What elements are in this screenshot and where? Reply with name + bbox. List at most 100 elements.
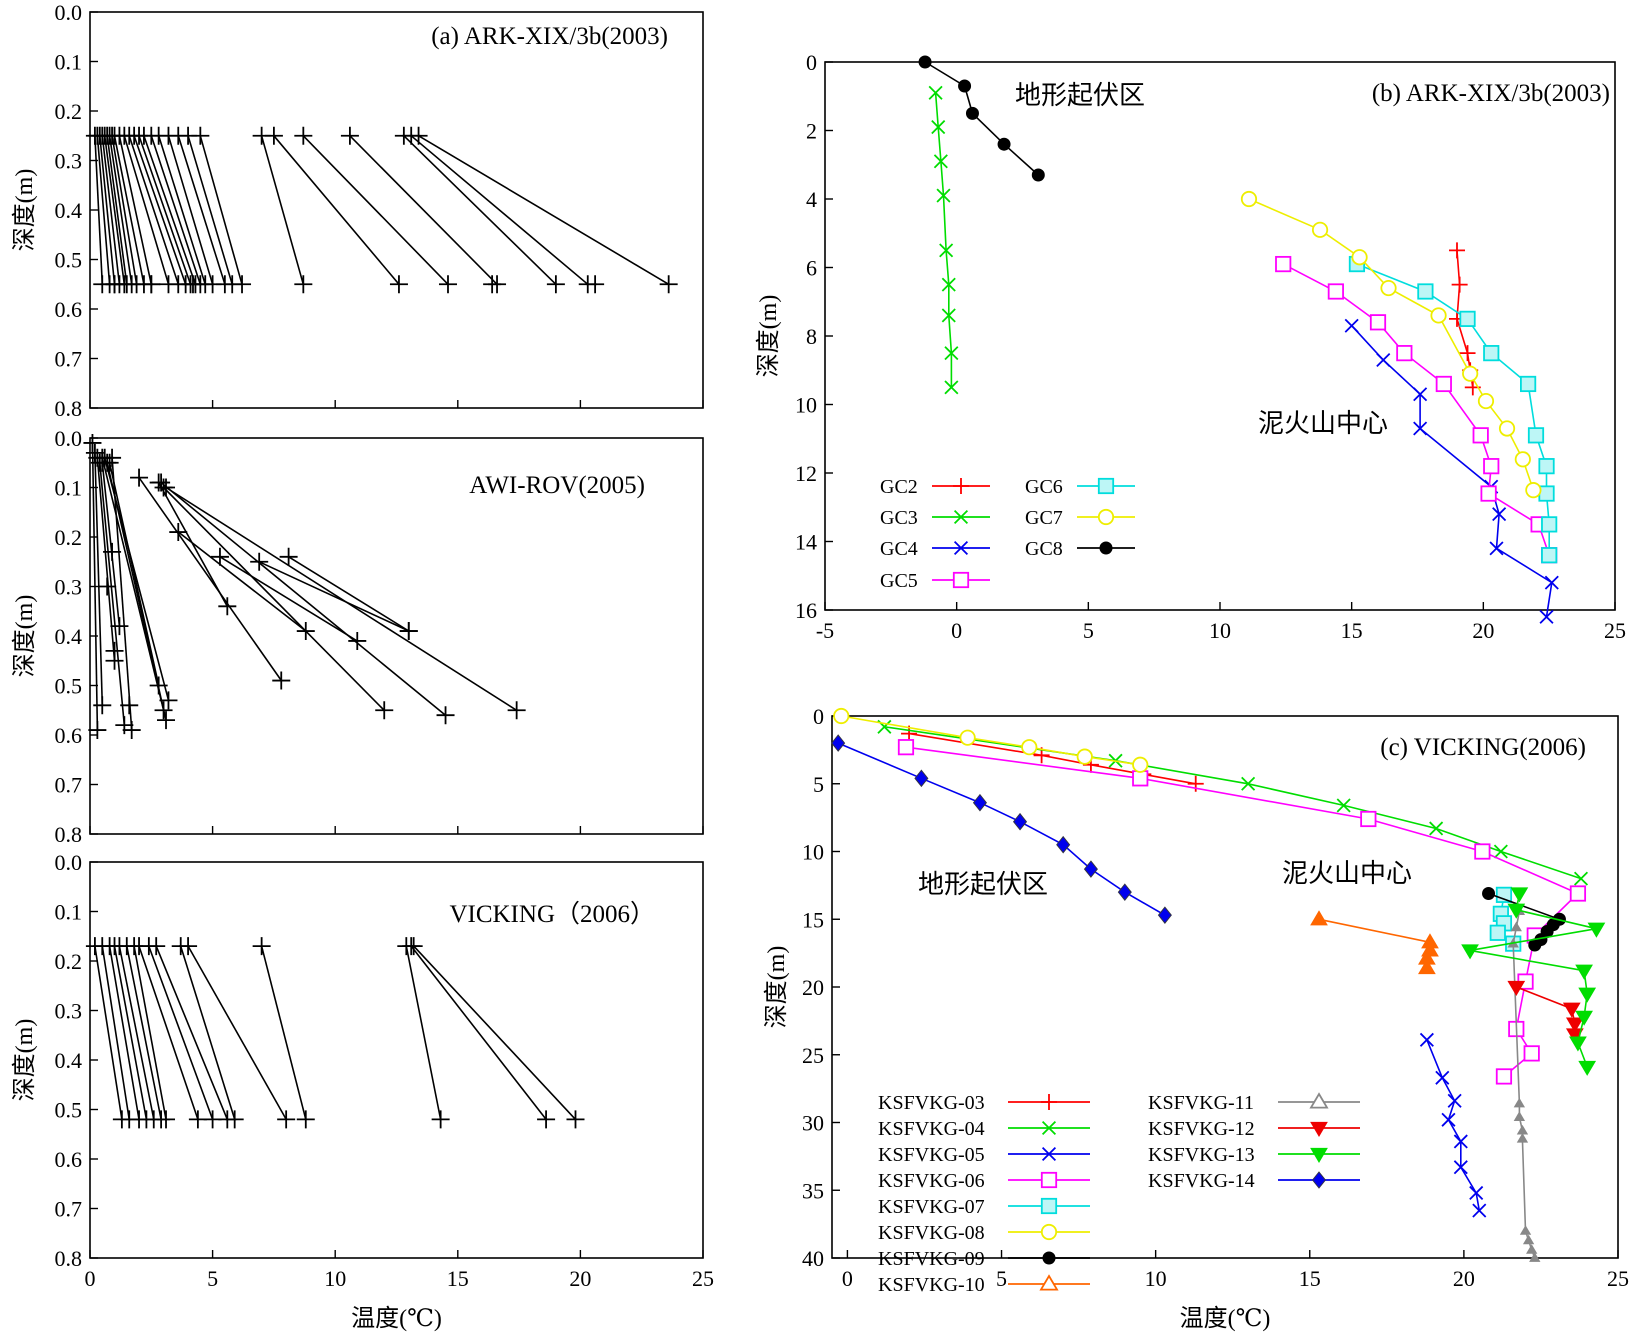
data-point [142,275,161,294]
x-tick-label: 10 [1209,618,1231,643]
data-point [1240,190,1258,208]
profile-line [418,135,670,285]
data-point [389,275,408,294]
y-axis-label: 深度(m) [763,946,790,1029]
legend-label: KSFVKG-11 [1148,1092,1254,1114]
panel-c-vicking-2006: 0 5 10 15 20 25 30 35 40 0 5 10 15 20 25 温度(℃) 深度(m) (c) … [763,704,1629,1332]
data-point [1310,1121,1328,1137]
profile-line [99,135,116,285]
profile-line [158,482,228,607]
data-point [928,85,943,100]
series-ksfvkg-08 [833,707,1149,773]
profile-line [160,481,447,716]
data-point [1493,844,1508,859]
legend-label: KSFVKG-12 [1148,1118,1255,1140]
profile-line [199,135,243,285]
data-point [179,937,198,956]
data-point [100,453,119,472]
data-point [936,188,951,203]
x-tick-label: 5 [1083,618,1094,643]
data-point [972,793,987,812]
y-tick-label: 0 [806,50,817,75]
profile-line [288,556,410,632]
y-tick-label: 25 [802,1043,824,1068]
y-tick-label: 0.8 [55,396,83,421]
data-point [1376,352,1391,368]
y-tick-label: 0.0 [55,426,83,451]
profile-line [138,945,199,1120]
profile-line [106,135,128,285]
panel-title: (a) ARK-XIX/3b(2003) [431,23,668,50]
data-point [1489,924,1506,941]
legend-item-gc3: GC3 [880,507,990,529]
data-point [941,308,956,323]
data-point [1541,516,1558,533]
data-point [1516,1132,1529,1143]
data-point [1469,1185,1484,1200]
data-point [183,275,202,294]
legend-label: KSFVKG-04 [878,1118,985,1140]
panel-a-awi-2005: 0.0 0.1 0.2 0.3 0.4 0.5 0.6 0.7 0.8 深度(m) AWI-ROV(… [11,426,704,847]
data-point [1538,458,1555,475]
data-point [1569,1036,1587,1052]
profile-line [155,945,229,1120]
data-point [296,622,315,641]
series-line [1282,263,1550,556]
data-point [1569,885,1587,902]
data-point [1483,345,1500,362]
profile-line [179,945,236,1120]
legend-item-gc6: GC6 [1025,476,1135,498]
data-point [277,1110,296,1129]
x-tick-label: 25 [692,1266,714,1291]
data-point [1132,756,1149,773]
profile-line [91,442,99,731]
series-line [1318,918,1431,968]
y-tick-label: 0.7 [55,347,83,372]
data-point [1097,477,1115,495]
profile-line [111,457,133,731]
data-point [399,622,418,641]
legend-item-ksfvkg-03: KSFVKG-03 [878,1092,1090,1114]
data-point [1453,1160,1468,1175]
data-point [436,706,455,725]
profile-line [410,945,547,1120]
data-point [1076,748,1093,765]
data-point [1529,1252,1541,1262]
y-tick-label: 4 [806,187,817,212]
data-point [1012,812,1028,831]
y-tick-label: 0.2 [55,99,83,124]
data-point [1453,1134,1468,1149]
data-point [1435,1070,1450,1085]
data-point [233,275,252,294]
data-point [1310,1147,1328,1163]
data-point [1587,922,1606,938]
x-tick-label: -5 [816,618,834,643]
data-point [1417,283,1434,300]
data-point [953,509,969,525]
series-ksfvkg-06 [897,739,1587,1085]
legend-label: KSFVKG-07 [878,1196,985,1218]
data-point [1480,485,1497,502]
profile-line [111,135,138,285]
data-point [833,707,850,725]
data-point [252,937,271,956]
profile-line [260,135,305,285]
legend-item-ksfvkg-07: KSFVKG-07 [878,1196,1090,1218]
data-point [1516,1124,1529,1135]
profile-line [123,135,170,285]
x-tick-label: 15 [447,1266,469,1291]
y-axis-label: 深度(m) [11,1019,38,1102]
data-point [1482,887,1496,901]
y-tick-label: 0.6 [55,297,83,322]
series-ksfvkg-10 [1310,910,1439,975]
data-point [157,711,176,730]
legend-label: KSFVKG-09 [878,1248,985,1270]
legend-label: KSFVKG-08 [878,1222,985,1244]
data-point [1413,387,1428,402]
data-point [130,468,149,487]
legend-item-ksfvkg-04: KSFVKG-04 [878,1118,1090,1140]
x-tick-label: 10 [324,1266,346,1291]
y-tick-label: 10 [795,393,817,418]
data-point [1309,1092,1329,1109]
x-tick-label: 25 [1607,1266,1629,1291]
